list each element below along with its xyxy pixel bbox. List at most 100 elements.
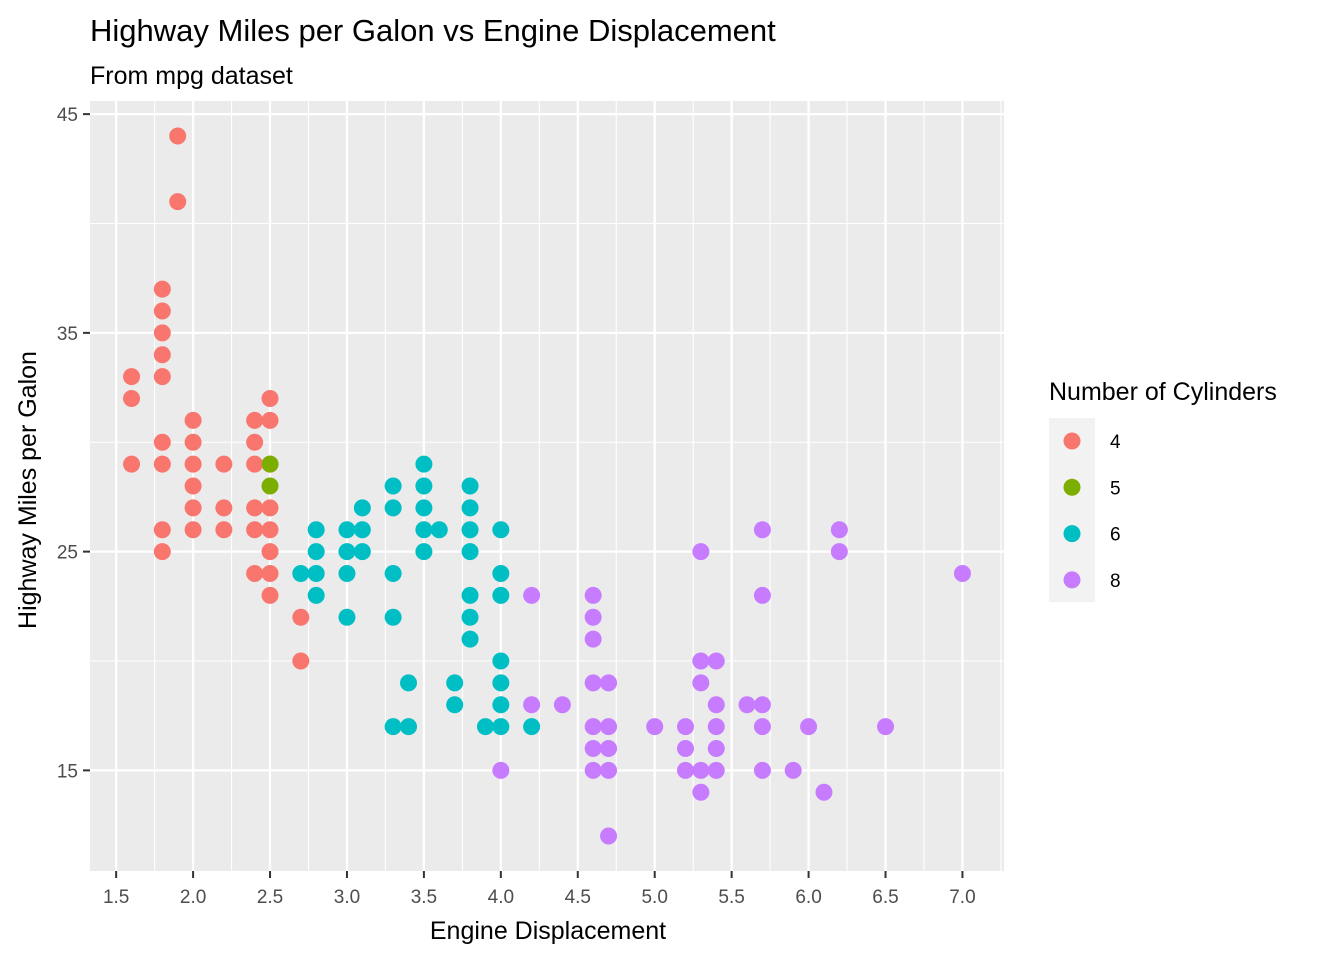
point-cyl-8 <box>600 740 618 757</box>
point-cyl-6 <box>400 674 418 692</box>
point-cyl-8 <box>584 718 602 736</box>
point-cyl-8 <box>738 696 756 714</box>
point-cyl-8 <box>753 521 771 539</box>
point-cyl-4 <box>246 411 264 429</box>
point-cyl-8 <box>753 696 771 714</box>
point-cyl-4 <box>184 499 202 517</box>
point-cyl-6 <box>461 543 479 561</box>
point-cyl-8 <box>553 696 571 714</box>
data-points <box>123 127 971 845</box>
point-cyl-8 <box>523 586 541 604</box>
point-cyl-6 <box>415 521 433 539</box>
point-cyl-6 <box>384 499 402 517</box>
point-cyl-4 <box>261 586 279 604</box>
point-cyl-6 <box>338 608 356 626</box>
legend-label-5: 5 <box>1110 478 1121 499</box>
point-cyl-8 <box>492 761 510 779</box>
point-cyl-6 <box>446 674 464 692</box>
point-cyl-5 <box>261 455 279 473</box>
point-cyl-8 <box>830 543 848 561</box>
y-axis: 15 25 35 45 <box>57 105 90 782</box>
point-cyl-6 <box>415 543 433 561</box>
legend-label-8: 8 <box>1110 571 1121 592</box>
point-cyl-6 <box>353 543 371 561</box>
point-cyl-4 <box>246 433 264 451</box>
legend-title: Number of Cylinders <box>1049 378 1277 406</box>
point-cyl-6 <box>415 455 433 473</box>
point-cyl-6 <box>307 543 325 561</box>
legend-label-6: 6 <box>1110 525 1121 546</box>
point-cyl-6 <box>307 565 325 582</box>
legend-label-4: 4 <box>1110 432 1121 453</box>
point-cyl-6 <box>492 565 510 582</box>
point-cyl-8 <box>707 696 725 714</box>
point-cyl-8 <box>584 761 602 779</box>
point-cyl-8 <box>784 761 802 779</box>
point-cyl-6 <box>492 696 510 714</box>
point-cyl-4 <box>246 521 264 539</box>
point-cyl-4 <box>261 499 279 517</box>
point-cyl-6 <box>492 674 510 692</box>
point-cyl-4 <box>153 521 171 539</box>
point-cyl-4 <box>246 565 264 582</box>
point-cyl-8 <box>692 761 710 779</box>
point-cyl-8 <box>584 674 602 692</box>
point-cyl-4 <box>153 346 171 364</box>
point-cyl-6 <box>430 521 448 539</box>
point-cyl-8 <box>646 718 664 736</box>
point-cyl-6 <box>384 718 402 736</box>
point-cyl-6 <box>292 565 310 582</box>
x-tick-label: 2.5 <box>257 887 283 908</box>
point-cyl-6 <box>338 543 356 561</box>
point-cyl-4 <box>184 433 202 451</box>
legend-key-5 <box>1063 478 1081 496</box>
y-tick-label: 45 <box>57 105 78 126</box>
x-axis: 1.5 2.0 2.5 3.0 3.5 4.0 4.5 5.0 5.5 6.0 6.5 7.0 <box>103 871 976 908</box>
chart-title: Highway Miles per Galon vs Engine Displa… <box>90 13 776 48</box>
x-tick-label: 6.5 <box>872 887 898 908</box>
point-cyl-6 <box>492 586 510 604</box>
point-cyl-6 <box>353 521 371 539</box>
point-cyl-8 <box>584 586 602 604</box>
point-cyl-6 <box>461 477 479 495</box>
point-cyl-8 <box>600 718 618 736</box>
x-tick-label: 1.5 <box>103 887 129 908</box>
legend-key-4 <box>1063 432 1081 450</box>
point-cyl-6 <box>415 477 433 495</box>
point-cyl-4 <box>215 455 233 473</box>
point-cyl-4 <box>215 499 233 517</box>
point-cyl-6 <box>492 652 510 670</box>
point-cyl-8 <box>600 827 618 845</box>
plot-panel <box>90 101 1004 871</box>
point-cyl-8 <box>523 696 541 714</box>
x-tick-label: 5.0 <box>641 887 667 908</box>
point-cyl-4 <box>261 521 279 539</box>
point-cyl-4 <box>169 127 187 145</box>
point-cyl-8 <box>753 761 771 779</box>
point-cyl-8 <box>676 718 694 736</box>
point-cyl-4 <box>184 411 202 429</box>
point-cyl-4 <box>215 521 233 539</box>
point-cyl-6 <box>492 521 510 539</box>
point-cyl-4 <box>261 543 279 561</box>
point-cyl-4 <box>261 565 279 582</box>
x-tick-label: 7.0 <box>949 887 975 908</box>
point-cyl-8 <box>753 586 771 604</box>
x-tick-label: 4.5 <box>565 887 591 908</box>
point-cyl-8 <box>692 783 710 801</box>
point-cyl-4 <box>153 324 171 342</box>
point-cyl-8 <box>692 652 710 670</box>
point-cyl-8 <box>953 565 971 582</box>
x-tick-label: 3.5 <box>411 887 437 908</box>
point-cyl-8 <box>676 740 694 757</box>
point-cyl-8 <box>676 761 694 779</box>
point-cyl-8 <box>707 761 725 779</box>
x-axis-title: Engine Displacement <box>430 917 666 945</box>
point-cyl-8 <box>830 521 848 539</box>
point-cyl-4 <box>123 368 141 386</box>
point-cyl-4 <box>153 368 171 386</box>
point-cyl-8 <box>584 740 602 757</box>
point-cyl-6 <box>523 718 541 736</box>
point-cyl-4 <box>184 477 202 495</box>
